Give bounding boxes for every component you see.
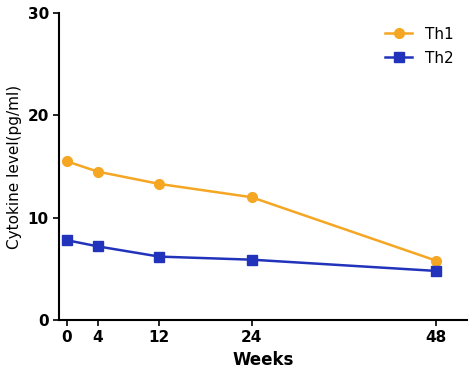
- Th2: [156, 254, 162, 259]
- Th2: [433, 269, 439, 273]
- Y-axis label: Cytokine level(pg/ml): Cytokine level(pg/ml): [7, 85, 22, 249]
- Th1: [249, 195, 255, 200]
- Th1: [156, 182, 162, 186]
- Th1: [433, 258, 439, 263]
- Th2: [249, 258, 255, 262]
- Legend: Th1, Th2: Th1, Th2: [379, 21, 459, 72]
- Th1: [64, 159, 70, 164]
- Th2: [95, 244, 100, 249]
- Line: Th2: Th2: [62, 235, 441, 276]
- Th2: [64, 238, 70, 243]
- X-axis label: Weeks: Weeks: [232, 351, 294, 369]
- Line: Th1: Th1: [62, 156, 441, 265]
- Th1: [95, 169, 100, 174]
